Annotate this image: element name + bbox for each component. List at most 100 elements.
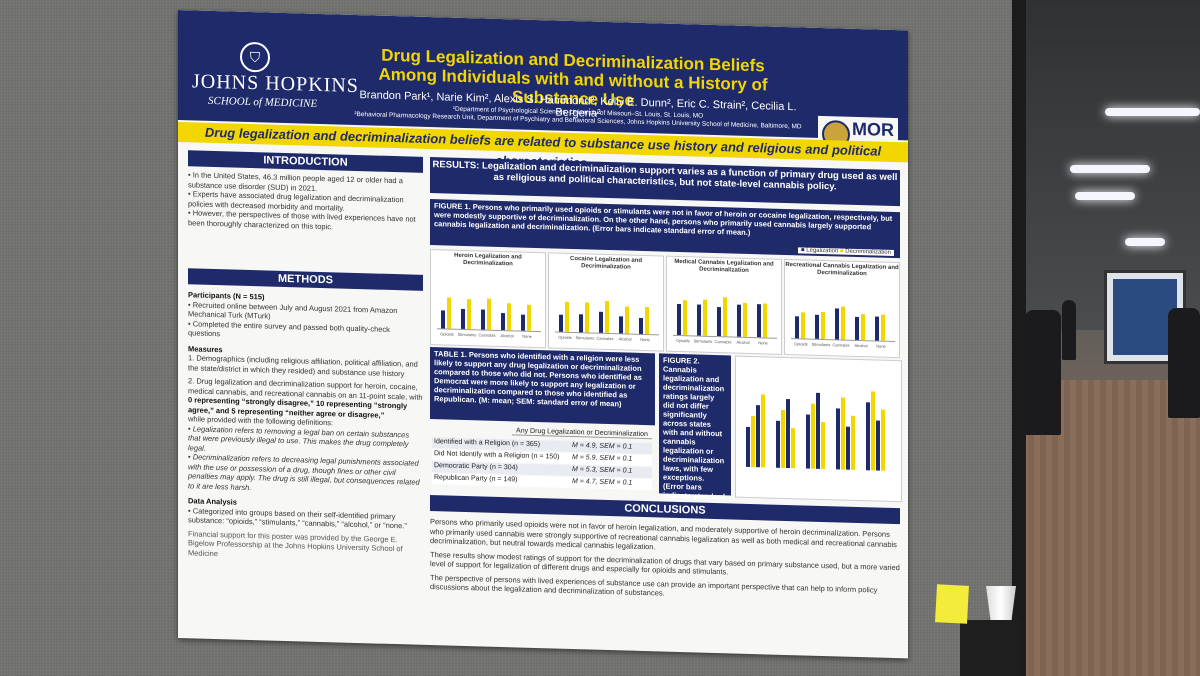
chart-bar — [467, 298, 471, 330]
category-label: Stimulants — [457, 331, 477, 338]
chart-bar — [875, 316, 879, 341]
category-label: Opioids — [558, 334, 572, 340]
chart-bar — [756, 405, 760, 468]
chart-bar — [677, 304, 681, 336]
chart-bar — [743, 303, 747, 337]
intro-header: INTRODUCTION — [188, 150, 423, 173]
chart-bar — [559, 314, 563, 332]
chart-bar — [841, 397, 845, 470]
chart-bar — [639, 317, 643, 334]
chart-bar — [791, 428, 795, 469]
panel-title: Recreational Cannabis Legalization and D… — [785, 261, 899, 278]
category-label: None — [876, 343, 886, 349]
category-label: None — [522, 333, 532, 339]
row-value: M = 5.3, SEM = 0.1 — [572, 466, 633, 475]
chart-bar — [645, 307, 649, 335]
chart-bar — [851, 415, 855, 470]
board-stand — [960, 620, 1020, 676]
row-value: M = 5.9, SEM = 0.1 — [572, 454, 633, 463]
table1-caption: TABLE 1. Persons who identified with a r… — [430, 347, 655, 426]
ceiling-light — [1075, 192, 1135, 200]
chart-bar — [861, 313, 865, 341]
paper-cup — [986, 586, 1016, 620]
chart-bar — [501, 313, 505, 331]
table1: Any Drug Legalization or Decriminalizati… — [432, 425, 652, 491]
chart-bar — [806, 414, 810, 469]
chart-bar — [447, 297, 451, 329]
chart-bar — [683, 300, 687, 336]
figure1-panel: Recreational Cannabis Legalization and D… — [784, 258, 900, 359]
chart-bar — [751, 416, 755, 468]
chart-bar — [763, 303, 767, 338]
panel-title: Heroin Legalization and Decriminalizatio… — [454, 252, 522, 268]
figure1-panel: Medical Cannabis Legalization and Decrim… — [666, 255, 782, 355]
row-value: M = 4.9, SEM = 0.1 — [572, 442, 633, 451]
poster-header: ⛉ JOHNS HOPKINS SCHOOL of MEDICINE Drug … — [178, 10, 908, 141]
chart-bar — [881, 314, 885, 341]
chart-bar — [786, 398, 790, 469]
category-label: Stimulants — [693, 338, 713, 344]
table-column-header: Any Drug Legalization or Decriminalizati… — [512, 427, 652, 440]
methods-text: Participants (N = 515) • Recruited onlin… — [188, 290, 423, 558]
chart-bar — [619, 316, 623, 334]
chart-bar — [579, 313, 583, 333]
chart-bar — [746, 426, 750, 467]
chart-bar — [599, 312, 603, 333]
ceiling-light — [1070, 165, 1150, 173]
row-value: M = 4.7, SEM = 0.1 — [572, 478, 633, 487]
chart-bar — [723, 297, 727, 337]
chart-bar — [487, 298, 491, 330]
panel-title: Medical Cannabis Legalization and Decrim… — [674, 258, 774, 274]
chart-bar — [846, 426, 850, 470]
chart-bar — [717, 306, 721, 337]
chart-bar — [866, 402, 870, 471]
chart-bar — [781, 409, 785, 468]
chart-bar — [871, 391, 875, 471]
category-label: None — [758, 340, 768, 346]
category-label: Alcohol — [500, 333, 514, 339]
category-label: Alcohol — [618, 336, 632, 342]
shield-icon: ⛉ — [240, 41, 270, 73]
row-label: Identified with a Religion (n = 365) — [434, 438, 541, 449]
chart-bar — [507, 303, 511, 331]
school-name: SCHOOL of MEDICINE — [208, 94, 318, 110]
category-label: Opioids — [794, 341, 808, 347]
attendee — [1025, 310, 1061, 435]
chart-bar — [461, 309, 465, 330]
category-label: Alcohol — [854, 342, 868, 349]
chart-bar — [605, 301, 609, 334]
category-label: Opioids — [440, 331, 454, 337]
board-frame — [1012, 0, 1026, 676]
chart-bar — [835, 308, 839, 340]
category-label: None — [640, 336, 650, 343]
chart-bar — [585, 302, 589, 333]
row-label: Democratic Party (n = 304) — [434, 462, 518, 472]
chart-bar — [757, 304, 761, 338]
results-header: RESULTS: Legalization and decriminalizat… — [430, 157, 900, 207]
research-poster: ⛉ JOHNS HOPKINS SCHOOL of MEDICINE Drug … — [178, 10, 908, 659]
chart-bar — [776, 420, 780, 468]
conclusions-text: Persons who primarily used opioids were … — [430, 517, 900, 598]
intro-text: • In the United States, 46.3 million peo… — [188, 170, 416, 231]
chart-bar — [815, 314, 819, 339]
category-label: Stimulants — [811, 341, 831, 348]
row-label: Did Not Identify with a Religion (n = 15… — [434, 450, 560, 461]
chart-bar — [565, 302, 569, 332]
chart-bar — [521, 314, 525, 331]
chart-bar — [703, 299, 707, 336]
chart-bar — [816, 392, 820, 469]
chart-bar — [527, 304, 531, 331]
chart-bar — [801, 312, 805, 339]
category-label: Stimulants — [575, 335, 595, 341]
chart-bar — [481, 309, 485, 330]
category-label: Cannabis — [832, 342, 850, 348]
figure1-panel: Cocaine Legalization and Decriminalizati… — [548, 252, 664, 352]
chart-bar — [841, 306, 845, 340]
chart-bar — [697, 304, 701, 336]
panel-title: Cocaine Legalization and Decriminalizati… — [569, 255, 642, 271]
row-label: Republican Party (n = 149) — [434, 474, 518, 484]
chart-bar — [737, 304, 741, 337]
category-label: Alcohol — [736, 339, 750, 345]
category-label: Opioids — [676, 337, 690, 344]
chart-bar — [821, 421, 825, 470]
